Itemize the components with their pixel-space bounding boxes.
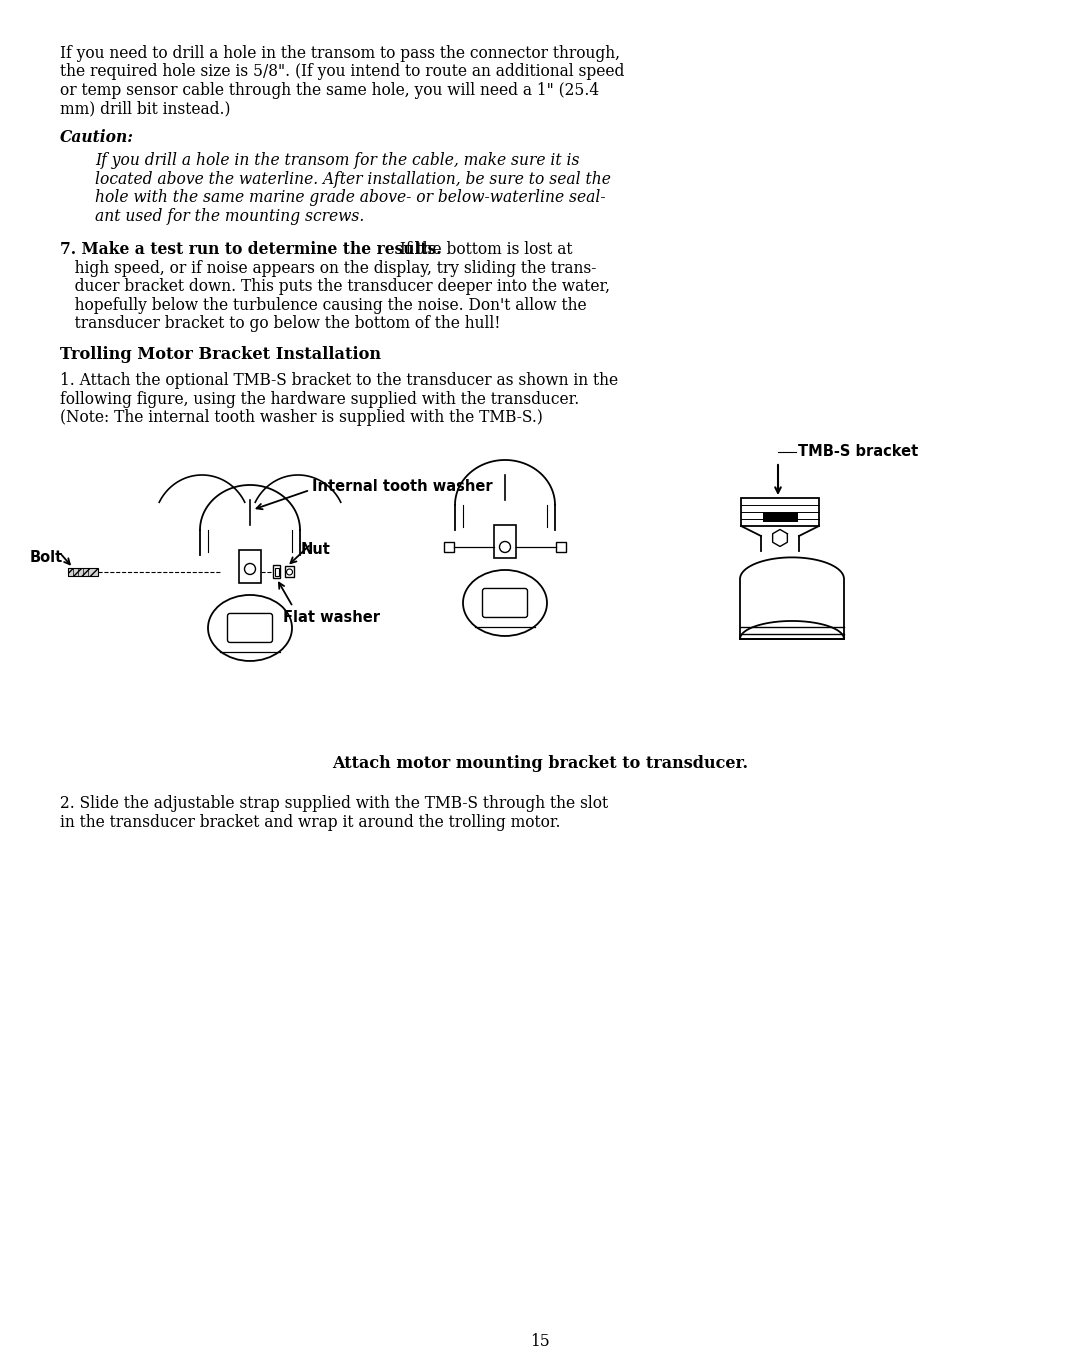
Text: 1. Attach the optional TMB-S bracket to the transducer as shown in the: 1. Attach the optional TMB-S bracket to …	[60, 373, 618, 389]
Bar	[273, 565, 280, 579]
Text: located above the waterline. After installation, be sure to seal the: located above the waterline. After insta…	[95, 171, 611, 188]
Text: Trolling Motor Bracket Installation: Trolling Motor Bracket Installation	[60, 346, 381, 363]
Text: (Note: The internal tooth washer is supplied with the TMB-S.): (Note: The internal tooth washer is supp…	[60, 409, 543, 427]
Text: hopefully below the turbulence causing the noise. Don't allow the: hopefully below the turbulence causing t…	[60, 297, 586, 314]
Text: 7. Make a test run to determine the results.: 7. Make a test run to determine the resu…	[60, 241, 442, 259]
FancyBboxPatch shape	[228, 614, 272, 642]
Text: or temp sensor cable through the same hole, you will need a 1" (25.4: or temp sensor cable through the same ho…	[60, 83, 599, 99]
Text: mm) drill bit instead.): mm) drill bit instead.)	[60, 100, 230, 118]
Bar	[285, 566, 294, 577]
Text: the required hole size is 5/8". (If you intend to route an additional speed: the required hole size is 5/8". (If you …	[60, 64, 624, 80]
Text: Flat washer: Flat washer	[283, 610, 380, 625]
Text: Attach motor mounting bracket to transducer.: Attach motor mounting bracket to transdu…	[332, 755, 748, 772]
Bar	[275, 568, 279, 576]
Text: Nut: Nut	[301, 542, 330, 557]
Text: Internal tooth washer: Internal tooth washer	[312, 480, 492, 495]
Bar	[239, 550, 261, 583]
Text: If the bottom is lost at: If the bottom is lost at	[395, 241, 572, 259]
Bar	[494, 524, 516, 558]
Bar	[444, 542, 454, 551]
Text: in the transducer bracket and wrap it around the trolling motor.: in the transducer bracket and wrap it ar…	[60, 814, 561, 831]
Text: 2. Slide the adjustable strap supplied with the TMB-S through the slot: 2. Slide the adjustable strap supplied w…	[60, 795, 608, 813]
Ellipse shape	[463, 570, 546, 635]
Circle shape	[499, 542, 511, 553]
Bar	[762, 512, 797, 522]
Bar	[68, 568, 98, 576]
Bar	[741, 499, 819, 526]
Polygon shape	[740, 557, 843, 640]
FancyBboxPatch shape	[483, 588, 527, 618]
Text: hole with the same marine grade above- or below-waterline seal-: hole with the same marine grade above- o…	[95, 190, 606, 206]
Circle shape	[244, 564, 256, 575]
Text: 15: 15	[530, 1333, 550, 1350]
Text: ducer bracket down. This puts the transducer deeper into the water,: ducer bracket down. This puts the transd…	[60, 279, 610, 295]
Text: ant used for the mounting screws.: ant used for the mounting screws.	[95, 207, 364, 225]
Text: following figure, using the hardware supplied with the transducer.: following figure, using the hardware sup…	[60, 392, 579, 408]
Text: If you drill a hole in the transom for the cable, make sure it is: If you drill a hole in the transom for t…	[95, 153, 580, 169]
Text: high speed, or if noise appears on the display, try sliding the trans-: high speed, or if noise appears on the d…	[60, 260, 596, 276]
Text: Caution:: Caution:	[60, 129, 134, 146]
Text: transducer bracket to go below the bottom of the hull!: transducer bracket to go below the botto…	[60, 316, 500, 332]
Bar	[556, 542, 566, 551]
Circle shape	[286, 569, 293, 575]
Ellipse shape	[208, 595, 292, 661]
Text: Bolt: Bolt	[30, 550, 64, 565]
Text: If you need to drill a hole in the transom to pass the connector through,: If you need to drill a hole in the trans…	[60, 45, 620, 62]
Text: TMB-S bracket: TMB-S bracket	[798, 444, 918, 459]
